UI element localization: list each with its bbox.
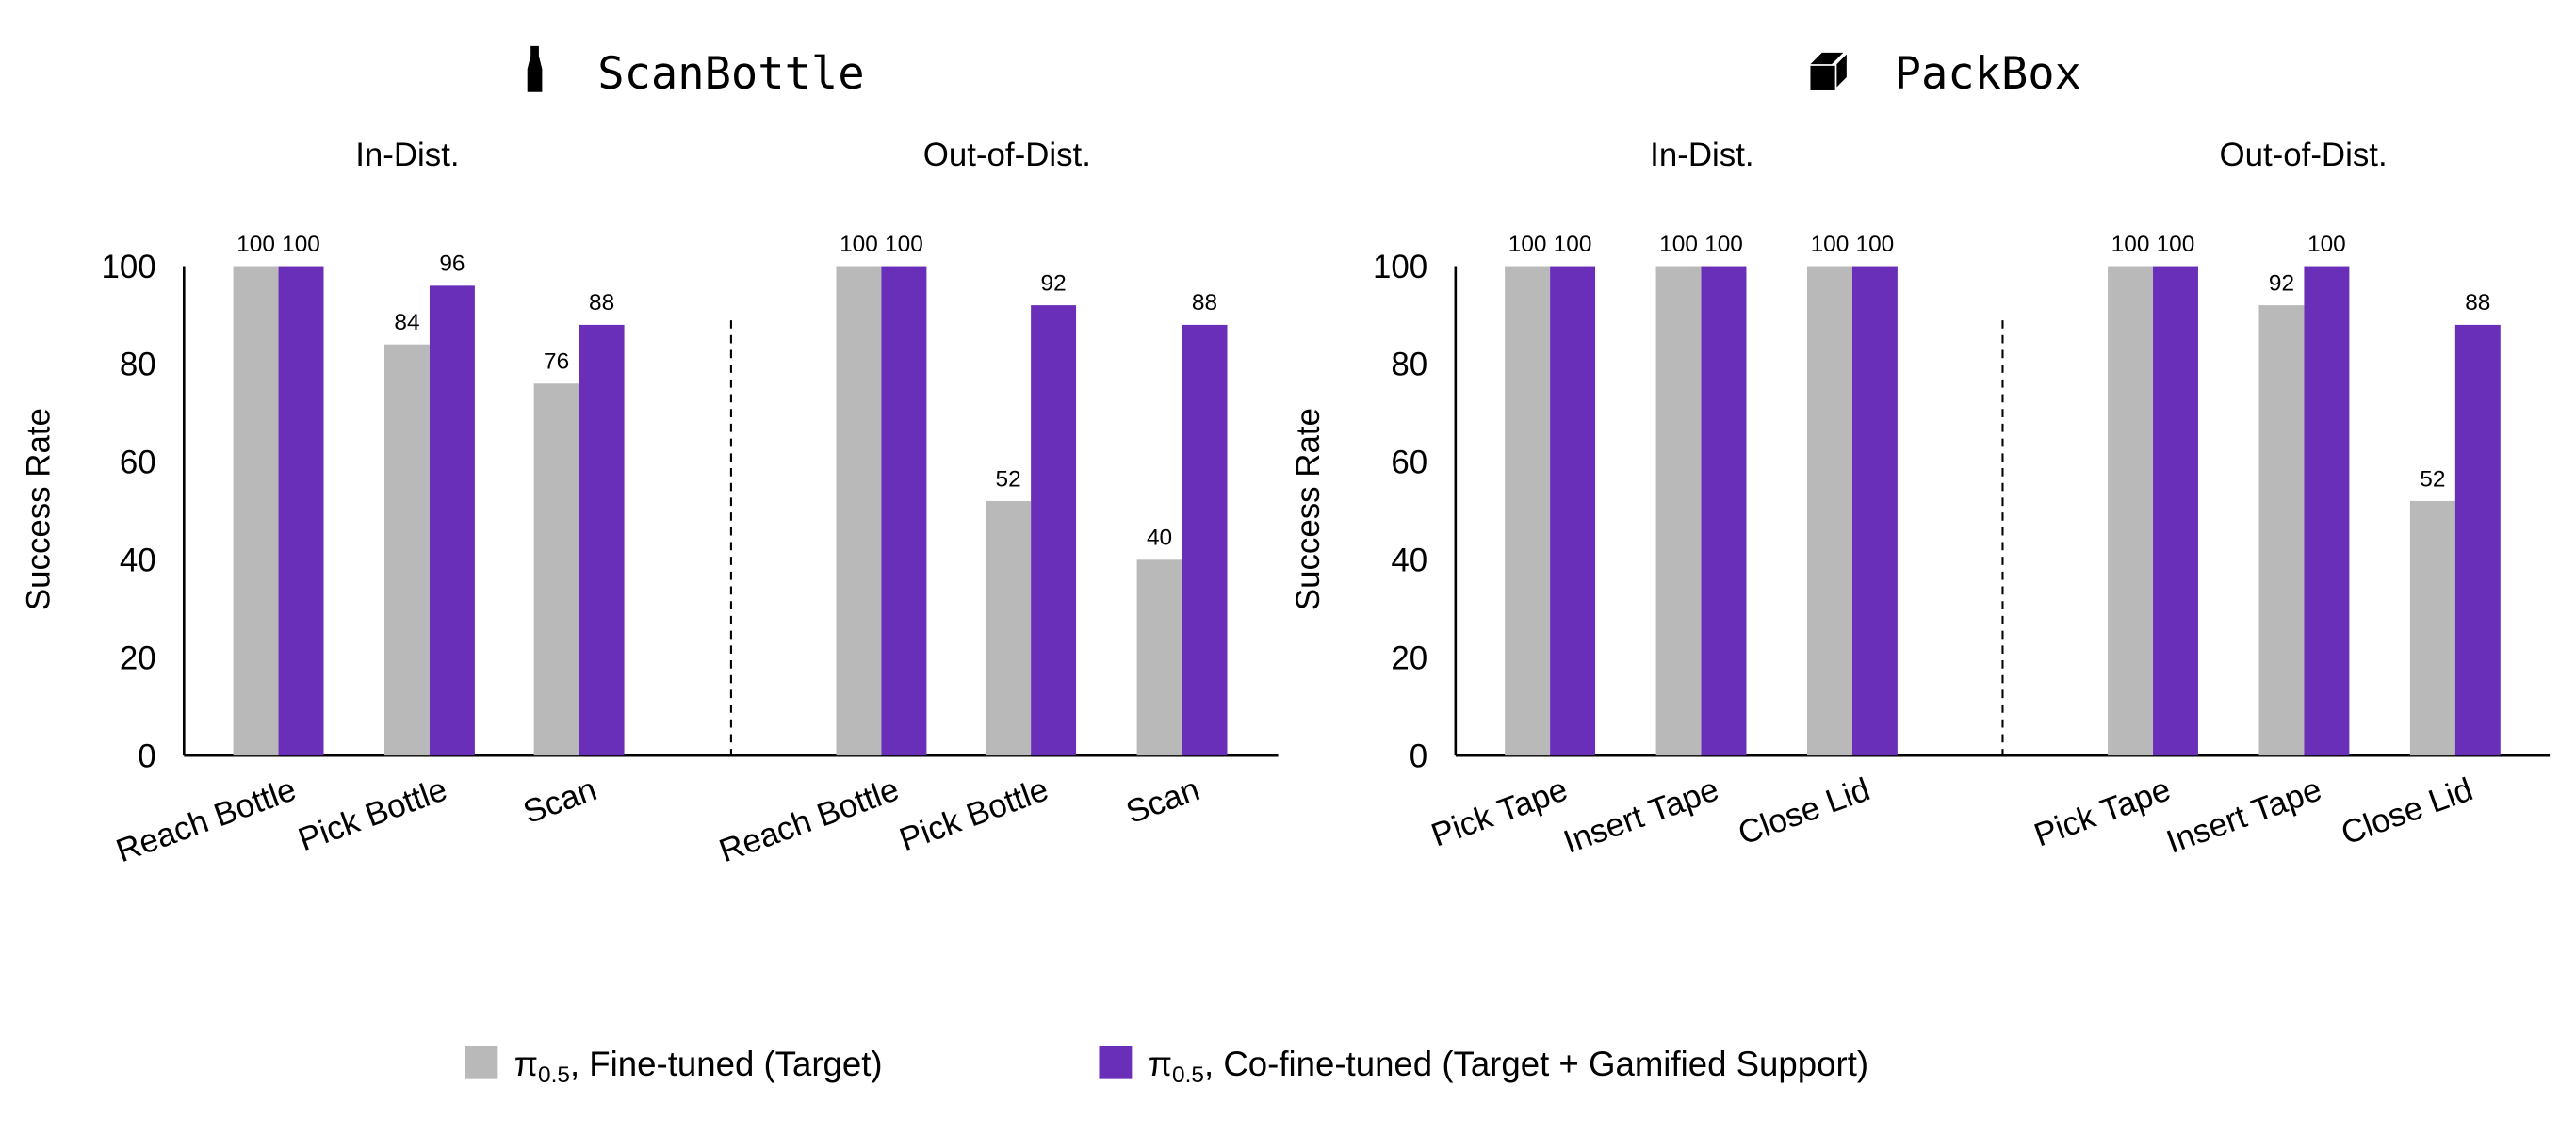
bar-cofinetuned [1550,266,1596,756]
bar-value-label: 92 [1041,270,1067,296]
panel-subtitle: Out-of-Dist. [923,137,1091,173]
bar-cofinetuned [881,266,927,756]
bar-value-label: 100 [1659,232,1698,257]
x-tick-label: Scan [518,770,601,831]
bar-value-label: 52 [996,466,1021,492]
bar-value-label: 100 [885,232,923,257]
y-tick-label: 100 [1373,249,1427,285]
bar-target [233,266,279,756]
bar-target [1655,266,1702,756]
legend-item: π0.5, Fine-tuned (Target) [465,1045,883,1088]
x-tick-label: Close Lid [2337,770,2478,851]
bar-target [533,383,579,756]
y-tick-label: 100 [101,249,155,285]
y-tick-label: 40 [1391,543,1427,579]
chart-title-group: PackBox [1810,48,2081,100]
bar-value-label: 100 [2307,232,2346,257]
bar-value-label: 100 [1508,232,1547,257]
bottle-icon [527,45,543,92]
bar-value-label: 100 [1811,232,1850,257]
bar-target [986,500,1032,756]
y-tick-label: 20 [1391,640,1427,676]
y-tick-label: 40 [120,543,156,579]
bar-value-label: 84 [394,310,419,335]
y-tick-label: 80 [1391,347,1427,383]
chart-packbox: PackBox 0 20 40 60 80 100 Success Rate In-Dist. 1… [1290,48,2551,861]
bar-target [2258,305,2305,756]
bar-cofinetuned [2304,266,2350,756]
bar-value-label: 100 [2111,232,2150,257]
x-tick-label: Reach Bottle [714,770,904,869]
legend-label: π0.5, Fine-tuned (Target) [514,1045,883,1088]
bar-target [1136,559,1182,756]
y-tick-label: 0 [1410,738,1427,774]
x-tick-label: Reach Bottle [111,770,301,869]
bar-value-label: 52 [2420,466,2445,492]
bar-cofinetuned [1031,305,1077,756]
y-tick-label: 0 [138,738,155,774]
y-axis-label: Success Rate [20,408,57,610]
y-tick-label: 60 [1391,445,1427,481]
bar-cofinetuned [1701,266,1747,756]
box-icon [1810,52,1847,90]
bar-value-label: 100 [236,232,275,257]
bar-value-label: 100 [1554,232,1592,257]
bar-cofinetuned [2454,324,2501,756]
bar-cofinetuned [278,266,324,756]
bar-cofinetuned [579,324,625,756]
legend: π0.5, Fine-tuned (Target) π0.5, Co-fine-t… [465,1045,1868,1088]
chart-title: ScanBottle [597,48,864,100]
bar-target [836,266,882,756]
chart-title: PackBox [1895,48,2081,100]
legend-swatch [465,1046,498,1079]
bar-cofinetuned [1182,324,1228,756]
chart-title-group: ScanBottle [527,45,865,100]
x-tick-label: Insert Tape [2161,770,2326,860]
legend-item: π0.5, Co-fine-tuned (Target + Gamified S… [1099,1045,1868,1088]
x-tick-label: Pick Bottle [895,770,1053,858]
bar-target [384,344,430,756]
legend-swatch [1099,1046,1133,1079]
bar-cofinetuned [429,285,475,756]
bar-value-label: 92 [2269,270,2294,296]
y-tick-label: 60 [120,445,156,481]
x-tick-label: Pick Bottle [294,770,452,858]
bar-value-label: 88 [2465,290,2490,316]
x-tick-label: Scan [1121,770,1204,831]
bar-value-label: 100 [282,232,320,257]
chart-scanbottle: ScanBottle 0 20 40 60 80 100 Success Rate In-Dis… [20,45,1279,869]
bar-target [1806,266,1852,756]
bar-value-label: 76 [544,349,569,375]
panel-subtitle: Out-of-Dist. [2219,137,2387,173]
bar-value-label: 100 [2157,232,2195,257]
bar-value-label: 88 [1192,290,1217,316]
bar-value-label: 40 [1147,526,1172,551]
panel-subtitle: In-Dist. [355,137,459,173]
bar-value-label: 96 [439,251,465,277]
y-tick-label: 20 [120,640,156,676]
bar-target [2108,266,2154,756]
x-tick-label: Pick Tape [2030,770,2176,853]
bar-target [1505,266,1551,756]
bar-value-label: 100 [1856,232,1895,257]
bar-cofinetuned [2153,266,2198,756]
bar-cofinetuned [1851,266,1898,756]
bar-value-label: 88 [589,290,614,316]
x-tick-label: Close Lid [1734,770,1875,851]
y-tick-label: 80 [120,347,156,383]
panel-subtitle: In-Dist. [1650,137,1753,173]
y-axis-label: Success Rate [1290,408,1327,610]
legend-label: π0.5, Co-fine-tuned (Target + Gamified S… [1149,1045,1868,1088]
bar-value-label: 100 [1704,232,1743,257]
x-tick-label: Pick Tape [1427,770,1573,853]
bar-value-label: 100 [840,232,878,257]
x-tick-label: Insert Tape [1558,770,1723,860]
bar-target [2409,500,2455,756]
